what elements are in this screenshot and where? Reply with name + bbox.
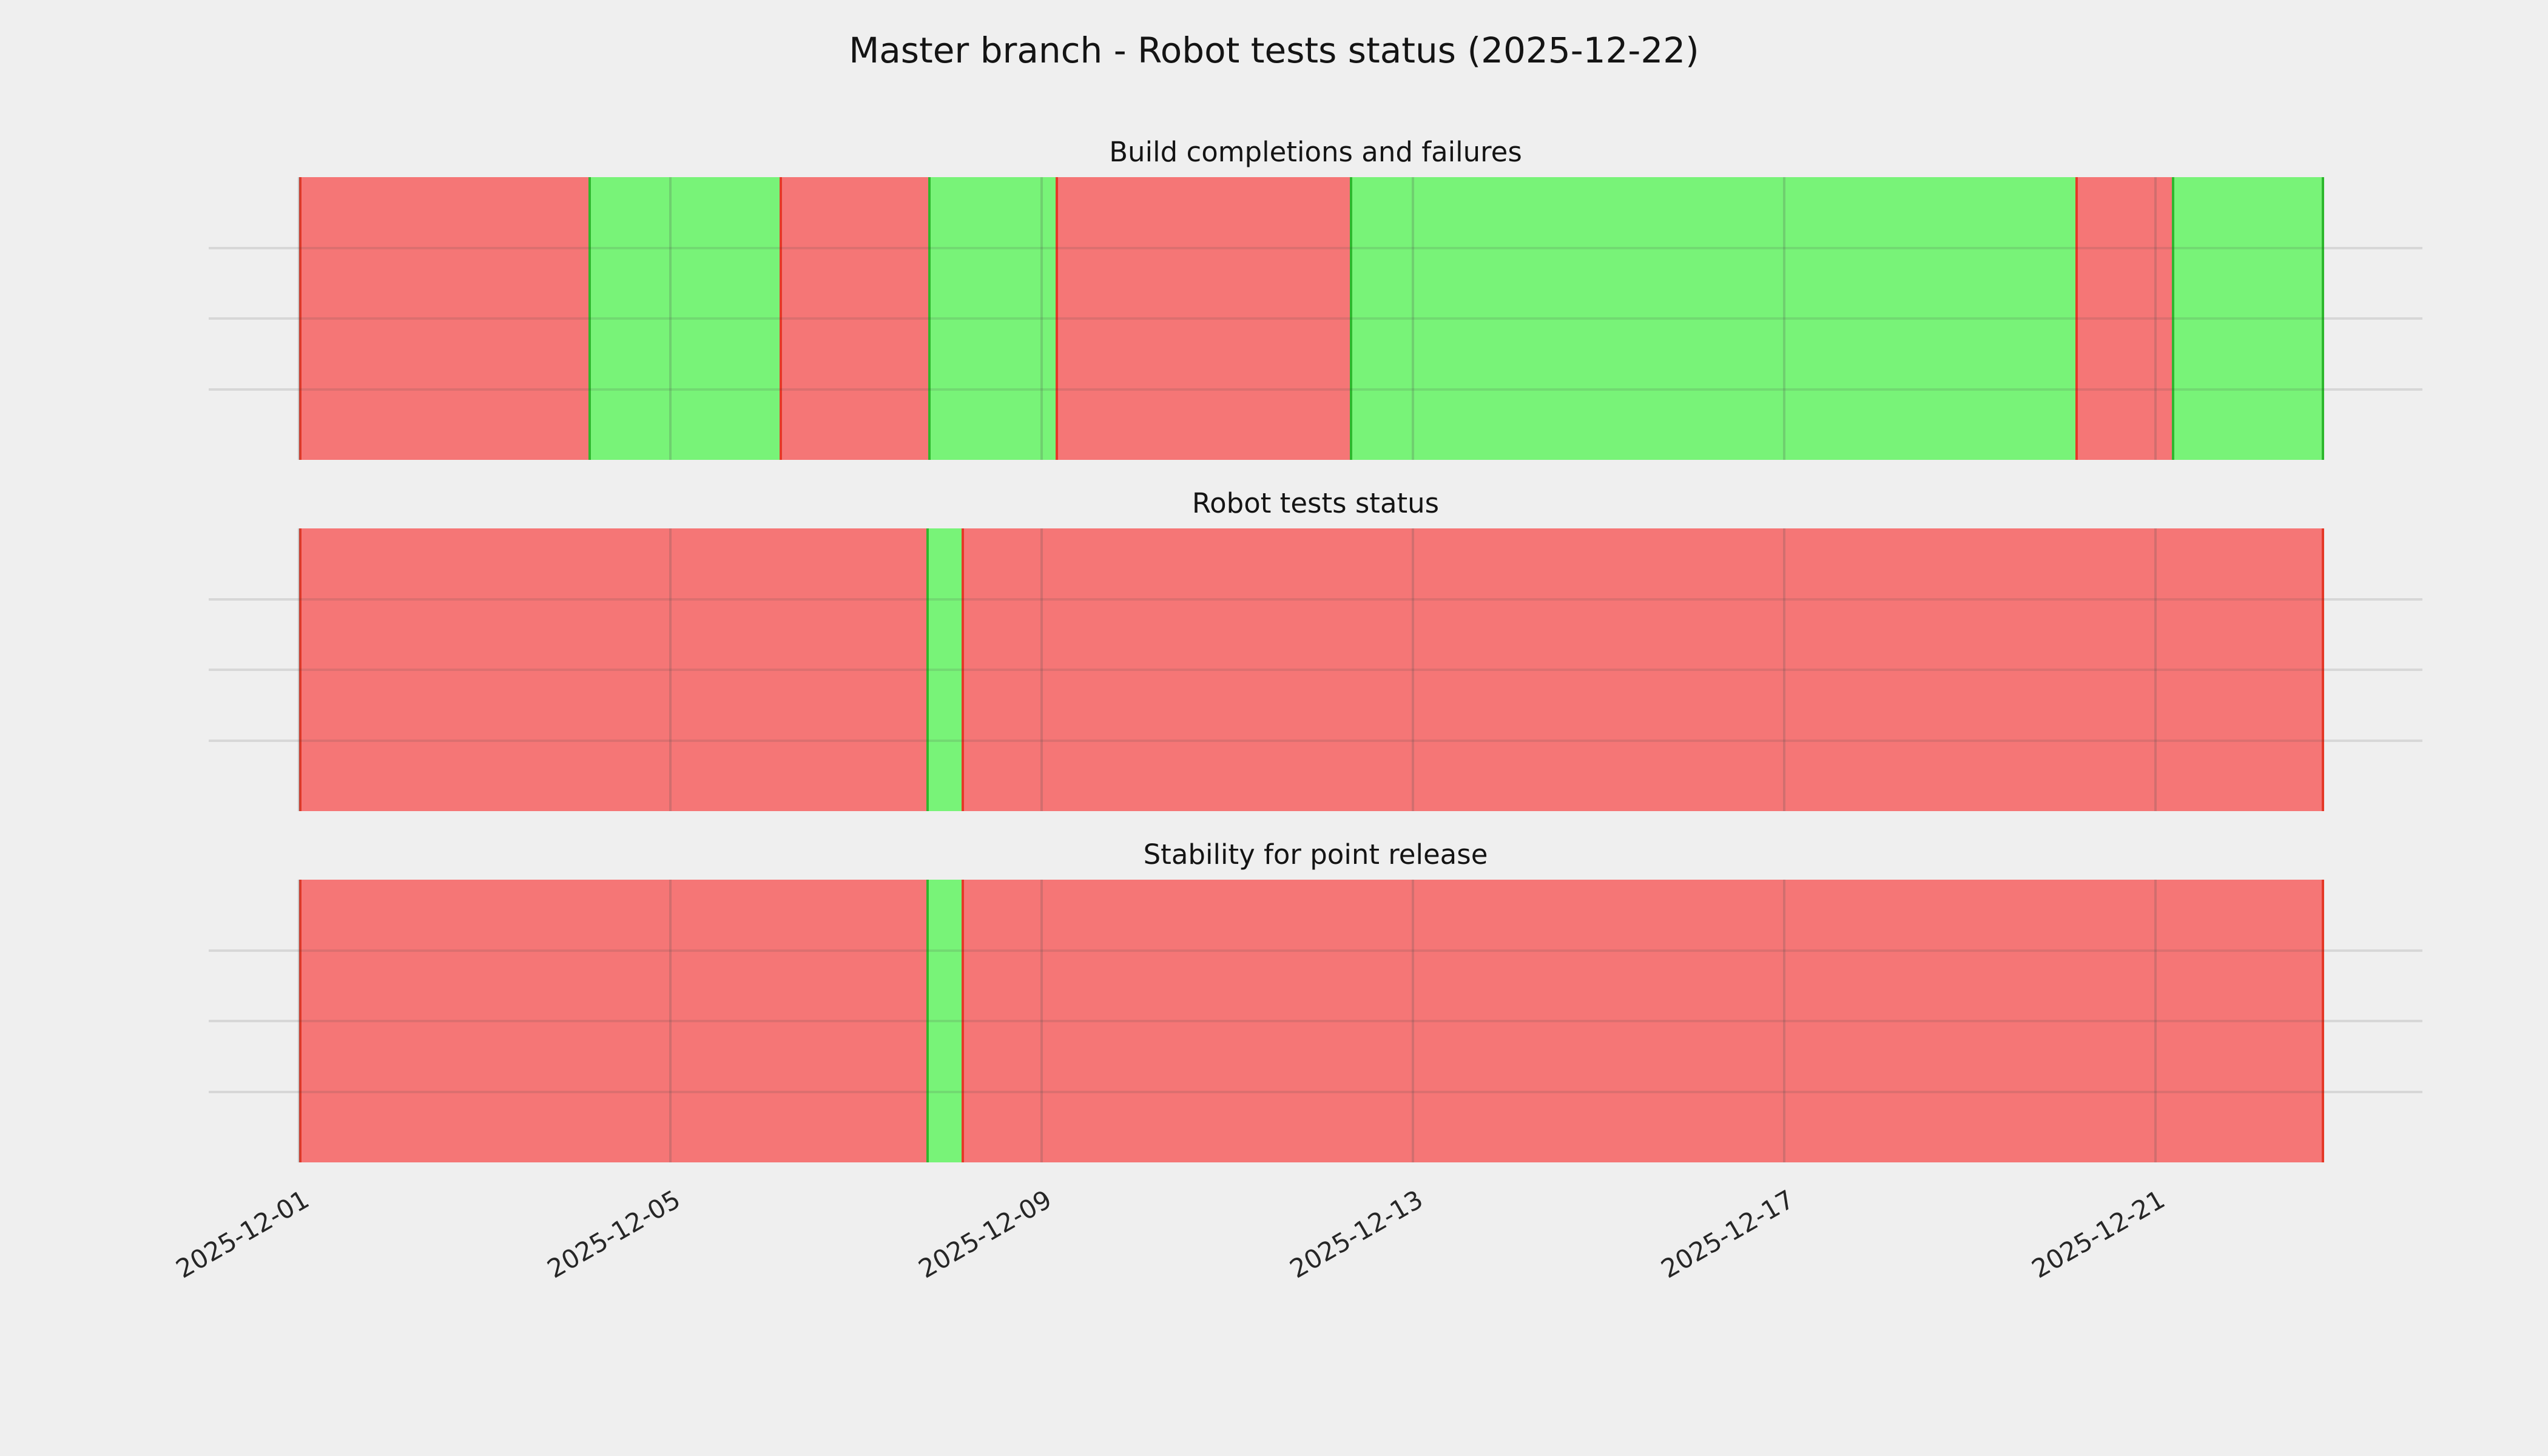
h-gridline (209, 388, 2422, 391)
figure-title: Master branch - Robot tests status (2025… (849, 30, 1699, 71)
status-segment-fail (962, 528, 2324, 811)
status-segment-pass (926, 880, 962, 1162)
h-gridline (209, 246, 2422, 249)
chart-title: Robot tests status (1191, 487, 1440, 519)
h-gridline (209, 317, 2422, 320)
status-segment-fail (962, 880, 2324, 1162)
x-tick-label: 2025-12-01 (170, 1184, 314, 1284)
chart-title: Build completions and failures (1109, 136, 1522, 168)
status-bar (299, 177, 2324, 460)
v-gridline (669, 177, 672, 460)
status-segment-pass (588, 177, 780, 460)
h-gridline (209, 739, 2422, 742)
plot-area (209, 177, 2422, 460)
status-segment-pass (1349, 177, 2075, 460)
v-gridline (1782, 177, 1785, 460)
v-gridline (298, 177, 300, 460)
x-tick-label: 2025-12-05 (542, 1184, 686, 1284)
v-gridline (1040, 880, 1043, 1162)
v-gridline (1782, 528, 1785, 811)
x-tick-label: 2025-12-13 (1284, 1184, 1428, 1284)
x-tick-label: 2025-12-09 (913, 1184, 1057, 1284)
h-gridline (209, 1090, 2422, 1093)
v-gridline (669, 528, 672, 811)
h-gridline (209, 1020, 2422, 1022)
x-axis-tick-labels: 2025-12-01 2025-12-05 2025-12-09 2025-12-13… (171, 1162, 2422, 1344)
v-gridline (669, 880, 672, 1162)
v-gridline (1411, 177, 1414, 460)
v-gridline (2154, 880, 2157, 1162)
v-gridline (2154, 528, 2157, 811)
status-segment-fail (299, 528, 927, 811)
status-bar (299, 880, 2324, 1162)
v-gridline (2154, 177, 2157, 460)
status-segment-pass (926, 528, 962, 811)
v-gridline (1411, 528, 1414, 811)
status-segment-pass (928, 177, 1056, 460)
h-gridline (209, 669, 2422, 671)
v-gridline (1040, 528, 1043, 811)
x-tick-label: 2025-12-21 (2027, 1184, 2171, 1284)
status-segment-fail (2075, 177, 2172, 460)
plot-area (209, 880, 2422, 1162)
status-bar (299, 528, 2324, 811)
status-segment-fail (780, 177, 929, 460)
x-tick-label: 2025-12-17 (1656, 1184, 1799, 1284)
v-gridline (1782, 880, 1785, 1162)
status-segment-fail (299, 177, 589, 460)
v-gridline (298, 528, 300, 811)
v-gridline (1040, 177, 1043, 460)
v-gridline (1411, 880, 1414, 1162)
h-gridline (209, 949, 2422, 952)
plot-area (209, 528, 2422, 811)
status-segment-fail (1055, 177, 1350, 460)
chart-title: Stability for point release (1143, 838, 1488, 871)
status-segment-fail (299, 880, 927, 1162)
status-segment-pass (2172, 177, 2324, 460)
v-gridline (298, 880, 300, 1162)
h-gridline (209, 598, 2422, 601)
